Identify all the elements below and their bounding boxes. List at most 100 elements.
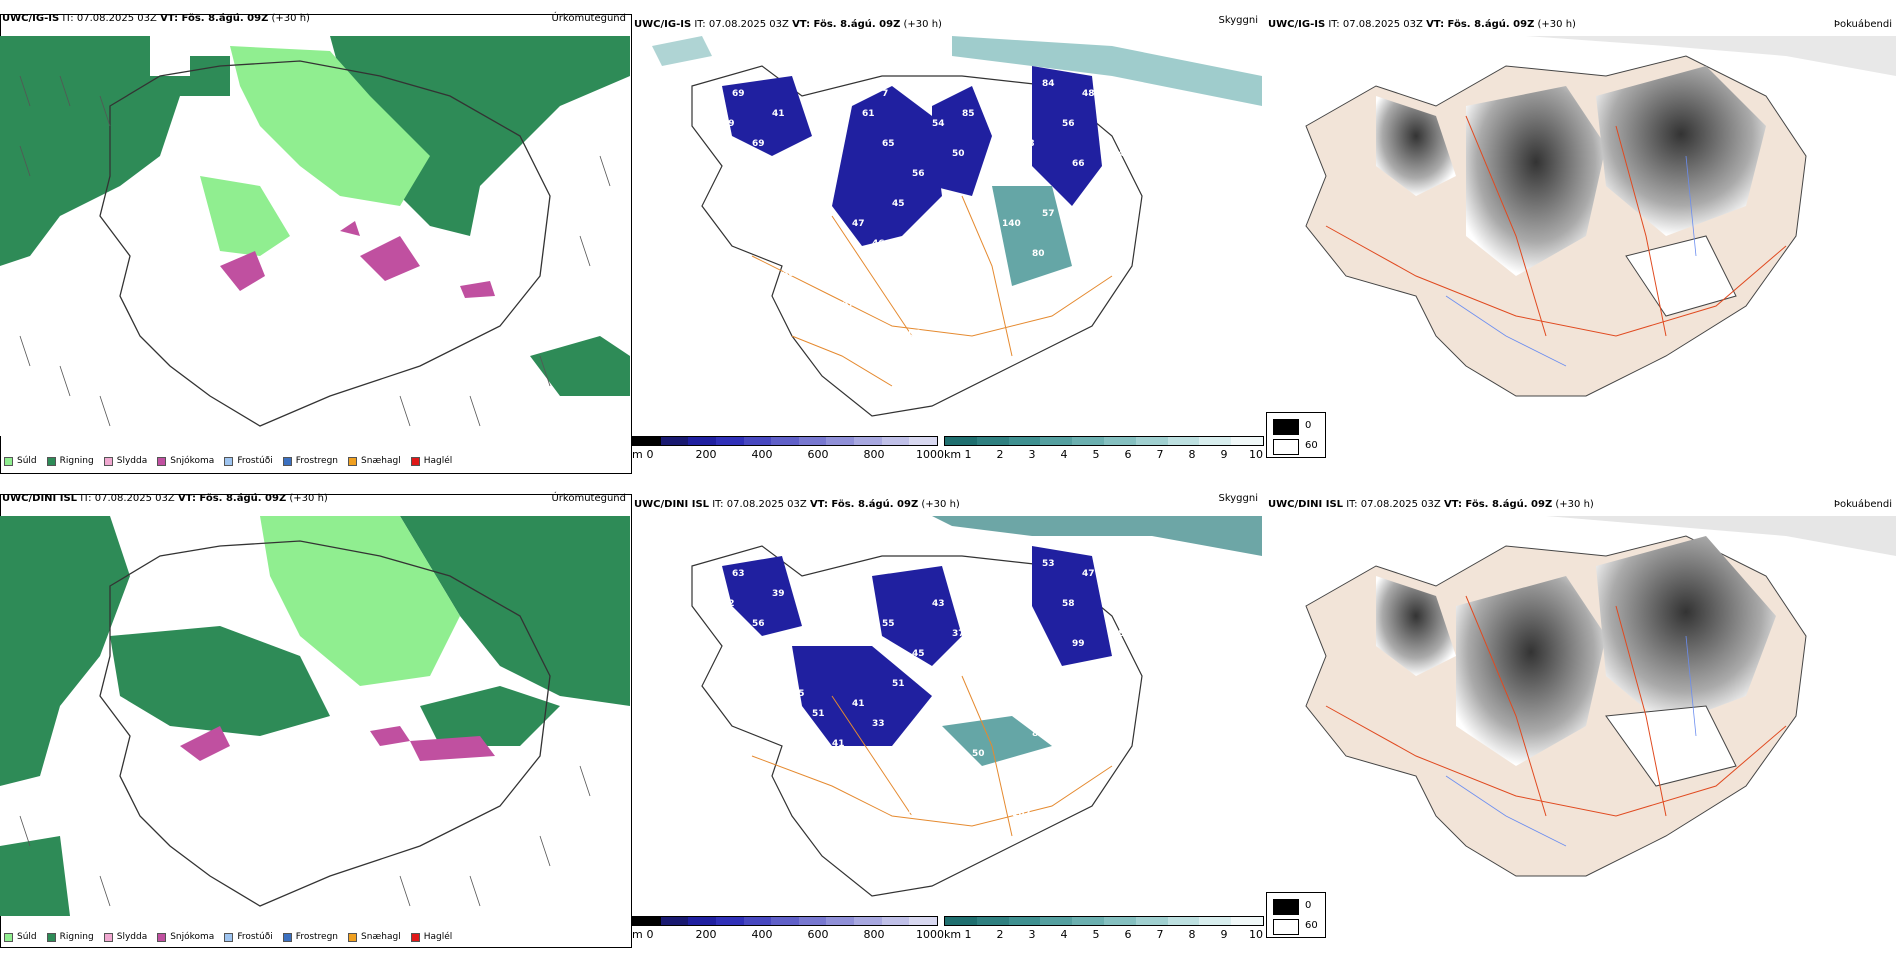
cloud-base-label: 51 [812, 709, 825, 719]
colorbar-cell [881, 917, 910, 925]
legend-swatch [4, 456, 13, 466]
colorbar-cell [771, 437, 799, 445]
cloud-base-label: 213 [1012, 179, 1031, 189]
lead-time: (+30 h) [289, 493, 328, 504]
legend-item: Snæhagl [348, 932, 401, 942]
colorbar-tick: 400 [751, 448, 773, 461]
legend-item: Slydda [103, 932, 147, 942]
cloud-base-label: 40 [782, 269, 795, 279]
colorbar-strip [632, 916, 938, 926]
legend-swatch [224, 456, 234, 466]
cloud-base-label: 55 [882, 619, 895, 629]
lead-time: (+30 h) [1537, 19, 1576, 30]
cloud-base-label: 56 [1062, 119, 1075, 129]
panel-header: UWC/DINI ISL IT: 07.08.2025 03Z VT: Fös.… [634, 493, 1258, 512]
cloud-base-label: 52 [1102, 599, 1115, 609]
cloud-base-label: 57 [1042, 209, 1055, 219]
colorbar-cell [688, 437, 716, 445]
cloud-base-label: 99 [1072, 639, 1085, 649]
cloud-base-label: 41 [852, 699, 865, 709]
cloud-base-label: 39 [772, 589, 785, 599]
colorbar-cell [1008, 437, 1041, 445]
cloud-base-label: 85 [962, 109, 975, 119]
precip-map [0, 36, 630, 436]
colorbar-tick: 6 [1124, 448, 1132, 461]
colorbar-tick: 2 [996, 928, 1004, 941]
colorbar-tick: 10 [1249, 928, 1263, 941]
cloud-base-label: 20 [782, 749, 795, 759]
cloud-base-label: 61 [792, 209, 805, 219]
cloud-base-label: 182 [1062, 799, 1081, 809]
colorbar-cell [1199, 917, 1232, 925]
colorbar-tick: 10 [1249, 448, 1263, 461]
cloud-base-label: 58 [1062, 599, 1075, 609]
colorbar-cell [633, 917, 661, 925]
precip-legend: Súld Rigning Slydda Snjókoma Frostúði Fr… [4, 452, 452, 470]
cloud-base-label: 146 [1102, 739, 1121, 749]
valid-time: VT: Fös. 8.ágú. 09Z [160, 13, 269, 24]
colorbar-tick: 0 [646, 448, 654, 461]
cloud-base-label: 50 [952, 149, 965, 159]
legend-label: Frostregn [295, 932, 339, 942]
run-time: IT: 07.08.2025 03Z [80, 493, 175, 504]
fog-legend-label: 60 [1305, 440, 1318, 451]
colorbar-cell [1103, 917, 1136, 925]
cloud-panel-row1: UWC/IG-IS IT: 07.08.2025 03Z VT: Fös. 8.… [632, 10, 1262, 480]
fog-legend: 0 60 [1266, 892, 1326, 938]
cloud-base-label: 43 [932, 599, 945, 609]
colorbar-cell [743, 437, 772, 445]
colorbar-cell [1135, 437, 1168, 445]
cloud-base-label: 52 [722, 599, 735, 609]
legend-label: Rigning [59, 932, 94, 942]
cloud-base-label: 64 [812, 229, 825, 239]
colorbar-tick: 4 [1060, 928, 1068, 941]
lead-time: (+30 h) [271, 13, 310, 24]
colorbar-tick: 2 [996, 448, 1004, 461]
colorbar-strip [944, 436, 1264, 446]
lead-time: (+30 h) [903, 19, 942, 30]
fog-legend-label: 60 [1305, 920, 1318, 931]
cloud-base-label: 68 [1112, 629, 1125, 639]
fog-swatch-light [1273, 919, 1299, 935]
colorbar-cell [1072, 437, 1104, 445]
panel-header: UWC/IG-IS IT: 07.08.2025 03Z VT: Fös. 8.… [1268, 18, 1892, 32]
cloud-base-label: 70 [782, 639, 795, 649]
cloud-base-label: 62 [1092, 669, 1105, 679]
cloud-base-label: 65 [882, 139, 895, 149]
legend-swatch [348, 932, 358, 942]
cloud-base-label: 45 [912, 649, 925, 659]
legend-item: Súld [4, 456, 37, 466]
cloud-base-label: 80 [1032, 249, 1045, 259]
cloud-base-label: 67 [982, 569, 995, 579]
legend-label: Snæhagl [361, 456, 401, 466]
colorbar-cell [826, 437, 855, 445]
legend-item: Haglél [410, 456, 453, 466]
legend-swatch [103, 456, 113, 466]
legend-swatch [410, 456, 420, 466]
model-name: UWC/IG-IS [1268, 19, 1326, 30]
legend-label: Frostúði [237, 456, 273, 466]
run-time: IT: 07.08.2025 03Z [1346, 499, 1441, 510]
cloud-base-label: 47 [842, 299, 855, 309]
cloud-base-label: 42 [832, 259, 845, 269]
cloud-base-label: 50 [972, 749, 985, 759]
colorbar-strip [632, 436, 938, 446]
fog-map [1266, 36, 1896, 436]
legend-label: Haglél [423, 456, 453, 466]
legend-label: Rigning [59, 456, 94, 466]
colorbar-ticks: 0 200 400 600 800 1000 [632, 928, 945, 942]
colorbar-cell [909, 437, 938, 445]
colorbar-cell [976, 917, 1009, 925]
cloud-base-label: 55 [792, 689, 805, 699]
legend-swatch [348, 456, 358, 466]
colorbar-cell [798, 437, 827, 445]
lead-time: (+30 h) [921, 499, 960, 510]
colorbar-cell [633, 437, 661, 445]
model-name: UWC/DINI ISL [2, 493, 78, 504]
panel-title: Skyggni [1218, 15, 1258, 26]
legend-item: Frostregn [282, 456, 338, 466]
valid-time: VT: Fös. 8.ágú. 09Z [1426, 19, 1535, 30]
colorbar-cell [1231, 917, 1263, 925]
colorbar-cell [798, 917, 827, 925]
run-time: IT: 07.08.2025 03Z [62, 13, 157, 24]
